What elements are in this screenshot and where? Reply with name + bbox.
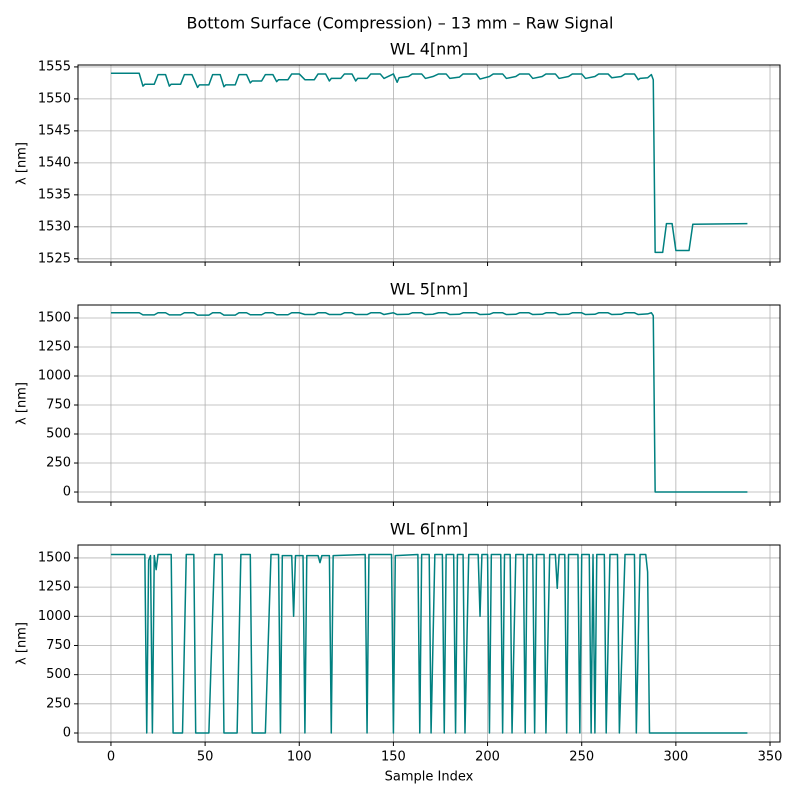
x-axis-label: Sample Index [385, 770, 474, 785]
y-tick-label: 1500 [38, 310, 71, 325]
figure-title: Bottom Surface (Compression) – 13 mm – R… [187, 14, 614, 33]
axes-frame [77, 544, 781, 743]
x-tick-label: 250 [569, 750, 594, 765]
x-tick-label: 100 [287, 750, 312, 765]
y-tick-label: 0 [63, 726, 71, 741]
y-tick-label: 1555 [38, 59, 71, 74]
data-line [110, 553, 748, 734]
x-tick-label: 150 [381, 750, 406, 765]
y-tick-label: 1000 [38, 369, 71, 384]
panel-title: WL 5[nm] [390, 280, 468, 299]
x-tick-label: 300 [663, 750, 688, 765]
y-tick-label: 1530 [38, 219, 71, 234]
data-line [110, 72, 748, 254]
y-tick-label: 1550 [38, 91, 71, 106]
y-tick-label: 250 [46, 696, 71, 711]
y-axis-label: λ [nm] [15, 382, 30, 425]
panel-title: WL 6[nm] [390, 520, 468, 539]
y-tick-label: 1540 [38, 155, 71, 170]
axes-frame [77, 304, 781, 503]
y-tick-label: 250 [46, 456, 71, 471]
y-tick-label: 500 [46, 427, 71, 442]
y-axis-label: λ [nm] [15, 142, 30, 185]
y-tick-label: 750 [46, 638, 71, 653]
x-tick-label: 50 [197, 750, 214, 765]
y-tick-label: 1500 [38, 550, 71, 565]
y-tick-label: 1250 [38, 580, 71, 595]
y-tick-label: 1545 [38, 123, 71, 138]
y-tick-label: 1535 [38, 187, 71, 202]
y-tick-label: 750 [46, 398, 71, 413]
y-tick-label: 1250 [38, 339, 71, 354]
y-tick-label: 1525 [38, 251, 71, 266]
y-tick-label: 500 [46, 667, 71, 682]
y-tick-label: 1000 [38, 609, 71, 624]
panel-title: WL 4[nm] [390, 40, 468, 59]
axes-frame [77, 64, 781, 263]
data-line [110, 312, 748, 493]
y-axis-label: λ [nm] [15, 622, 30, 665]
y-tick-label: 0 [63, 485, 71, 500]
x-tick-label: 350 [758, 750, 783, 765]
x-tick-label: 200 [475, 750, 500, 765]
x-tick-label: 0 [107, 750, 115, 765]
